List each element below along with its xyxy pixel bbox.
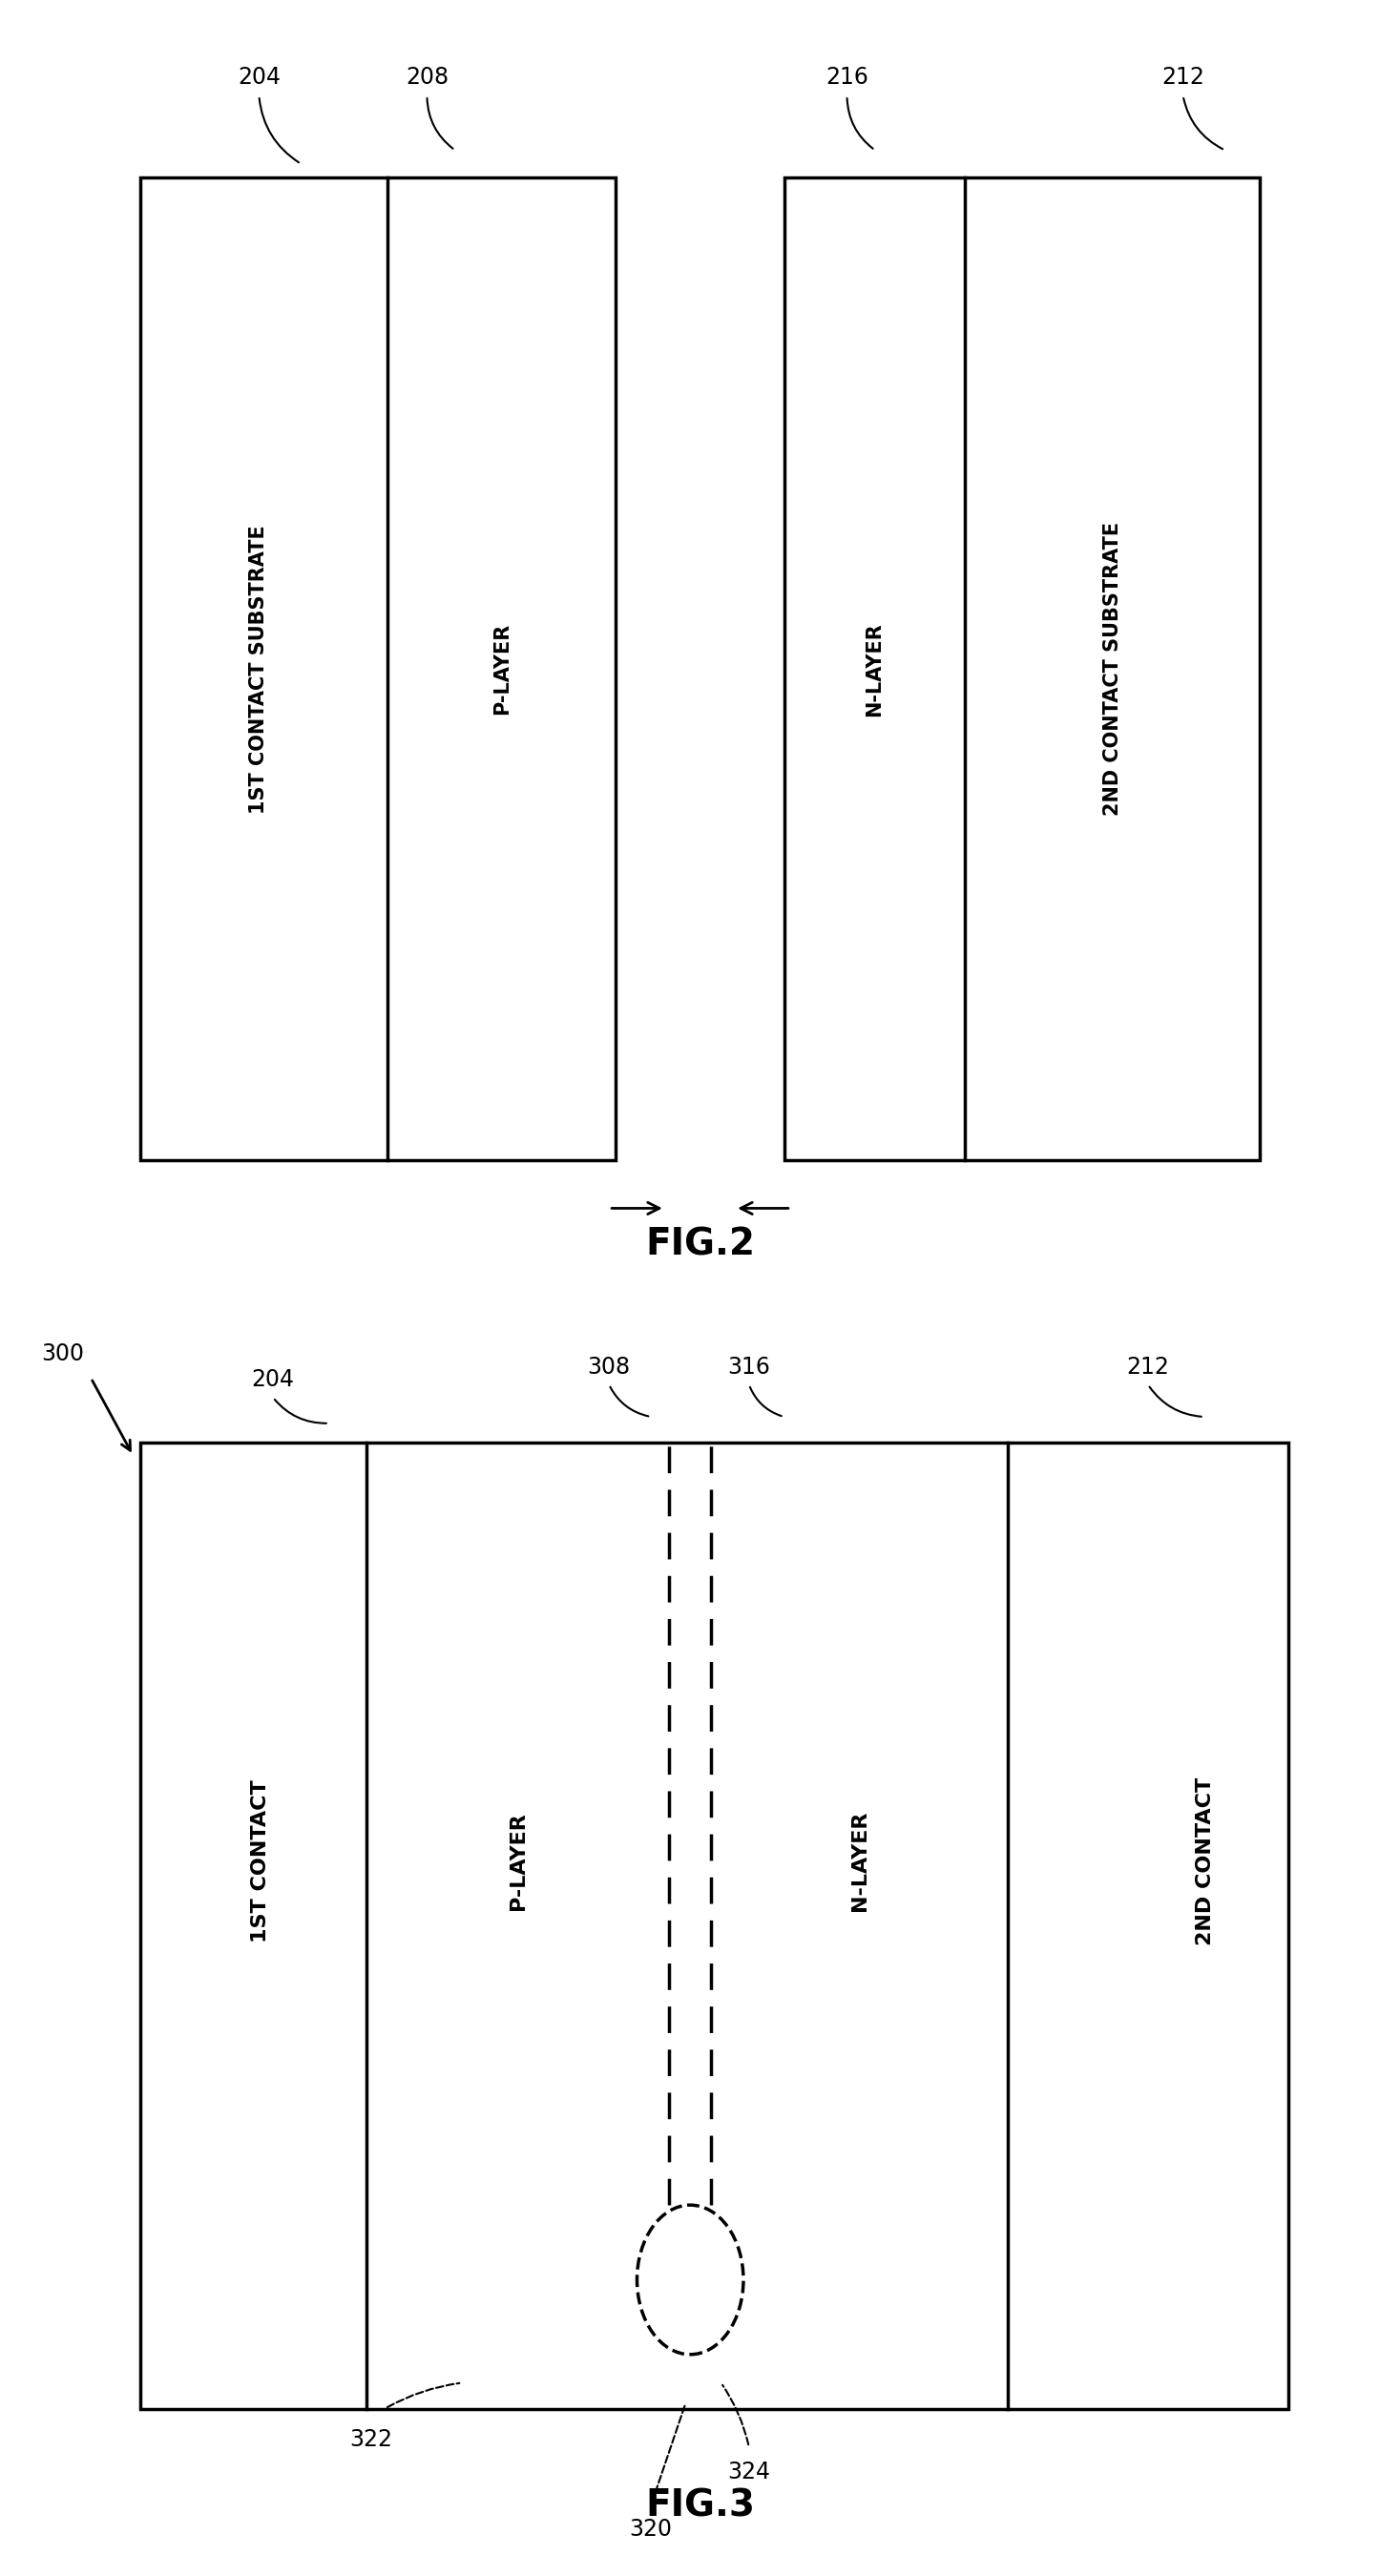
Bar [140,178,616,1159]
Text: 1ST CONTACT SUBSTRATE: 1ST CONTACT SUBSTRATE [249,526,269,814]
Bar [140,1443,1288,2409]
Text: 308: 308 [588,1355,630,1378]
Text: 324: 324 [728,2460,770,2483]
Text: N-LAYER: N-LAYER [850,1811,869,1911]
Text: 212: 212 [1162,67,1204,88]
Text: P-LAYER: P-LAYER [508,1811,528,1911]
Text: 320: 320 [630,2519,672,2540]
Text: 216: 216 [826,67,868,88]
Text: 208: 208 [406,67,448,88]
Text: 322: 322 [350,2427,392,2450]
Bar [784,178,1260,1159]
Text: 1ST CONTACT: 1ST CONTACT [251,1780,270,1942]
Text: 212: 212 [1127,1355,1169,1378]
Text: 316: 316 [728,1355,770,1378]
Text: 204: 204 [238,67,280,88]
Text: FIG.2: FIG.2 [645,1226,755,1262]
Text: 300: 300 [42,1342,84,1365]
Text: N-LAYER: N-LAYER [865,621,883,716]
Text: P-LAYER: P-LAYER [493,623,511,716]
Text: FIG.3: FIG.3 [645,2488,755,2524]
Text: 2ND CONTACT: 2ND CONTACT [1196,1777,1215,1945]
Text: 204: 204 [252,1368,294,1391]
Text: 2ND CONTACT SUBSTRATE: 2ND CONTACT SUBSTRATE [1103,523,1121,817]
